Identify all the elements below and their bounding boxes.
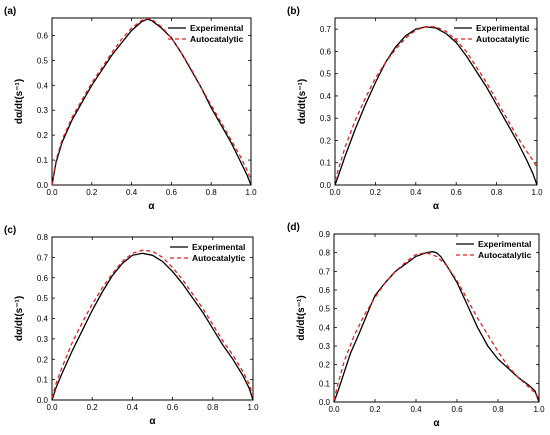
x-tick-label: 0.2 bbox=[86, 188, 98, 197]
legend-label: Experimental bbox=[192, 242, 245, 252]
x-tick-label: 1.0 bbox=[531, 188, 543, 197]
y-tick-label: 0.7 bbox=[37, 253, 49, 262]
plot-frame bbox=[334, 17, 538, 186]
x-axis-label: α bbox=[149, 416, 156, 427]
legend-label: Autocatalytic bbox=[192, 253, 246, 263]
x-tick-label: 0.6 bbox=[451, 188, 463, 197]
x-tick-label: 0.4 bbox=[410, 188, 422, 197]
x-tick-label: 0.8 bbox=[492, 405, 504, 414]
x-tick-label: 0.8 bbox=[207, 403, 219, 412]
legend-label: Experimental bbox=[190, 23, 243, 33]
x-tick-label: 1.0 bbox=[247, 403, 259, 412]
x-tick-label: 0.0 bbox=[46, 188, 58, 197]
panel-1: (a) 0.0 0.2 0.4 0.6 0.8 1.0 0.0 0.1 0.2 0.3 0.4 0.5 0… bbox=[4, 6, 257, 212]
legend-label: Experimental bbox=[476, 23, 529, 33]
x-tick-label: 0.8 bbox=[491, 188, 503, 197]
legend-label: Autocatalytic bbox=[190, 34, 244, 44]
y-tick-label: 0.1 bbox=[320, 159, 332, 168]
x-axis-label: α bbox=[148, 201, 155, 212]
panel-label: (c) bbox=[4, 225, 16, 236]
y-tick-label: 0.5 bbox=[320, 70, 332, 79]
y-tick-label: 0.0 bbox=[319, 398, 331, 407]
y-axis-label: dα/dt(s⁻¹) bbox=[297, 79, 308, 124]
y-tick-label: 0.0 bbox=[320, 181, 332, 190]
y-tick-label: 0.0 bbox=[37, 396, 49, 405]
y-tick-label: 0.7 bbox=[320, 25, 332, 34]
legend-label: Autocatalytic bbox=[476, 34, 530, 44]
x-tick-label: 1.0 bbox=[245, 188, 257, 197]
y-tick-label: 0.4 bbox=[320, 92, 332, 101]
series-line-autocatalytic bbox=[333, 252, 540, 401]
y-tick-label: 0.9 bbox=[319, 230, 331, 239]
y-tick-label: 0.6 bbox=[37, 31, 49, 40]
series-line-autocatalytic bbox=[51, 17, 252, 186]
x-tick-label: 1.0 bbox=[533, 405, 545, 414]
series-line-autocatalytic bbox=[51, 249, 254, 399]
y-tick-label: 0.5 bbox=[37, 294, 49, 303]
legend-label: Autocatalytic bbox=[478, 250, 532, 260]
x-tick-label: 0.4 bbox=[127, 403, 139, 412]
y-tick-label: 0.6 bbox=[37, 274, 49, 283]
y-tick-label: 0.5 bbox=[37, 56, 49, 65]
x-tick-label: 0.8 bbox=[206, 188, 218, 197]
y-tick-label: 0.4 bbox=[37, 81, 49, 90]
series-line-experimental bbox=[51, 252, 254, 401]
x-tick-label: 0.2 bbox=[87, 403, 99, 412]
y-tick-label: 0.6 bbox=[319, 286, 331, 295]
y-axis-label: dα/dt(s⁻¹) bbox=[14, 79, 25, 124]
panel-2: (b) 0.0 0.2 0.4 0.6 0.8 1.0 0.0 0.1 0.2 0.3 0.4 0.5 0… bbox=[287, 6, 543, 212]
plot-frame bbox=[333, 233, 540, 403]
panel-3: (c) 0.0 0.2 0.4 0.6 0.8 1.0 0.0 0.1 0.2 0.3 0.4 0.5 0… bbox=[4, 225, 259, 427]
y-tick-label: 0.3 bbox=[37, 335, 49, 344]
y-tick-label: 0.1 bbox=[319, 379, 331, 388]
x-tick-label: 0.2 bbox=[370, 188, 382, 197]
y-tick-label: 0.1 bbox=[37, 156, 49, 165]
x-tick-label: 0.2 bbox=[369, 405, 381, 414]
y-tick-label: 0.8 bbox=[319, 249, 331, 258]
y-tick-label: 0.1 bbox=[37, 376, 49, 385]
x-tick-label: 0.4 bbox=[126, 188, 138, 197]
x-tick-label: 0.6 bbox=[166, 188, 178, 197]
y-tick-label: 0.7 bbox=[319, 267, 331, 276]
series-line-experimental bbox=[334, 26, 538, 186]
series-line-experimental bbox=[51, 18, 252, 186]
y-axis-label: dα/dt(s⁻¹) bbox=[296, 295, 307, 340]
panel-4: (d) 0.0 0.2 0.4 0.6 0.8 1.0 0.0 0.1 0.2 0.3 0.4 0.5 0… bbox=[287, 222, 545, 429]
y-tick-label: 0.8 bbox=[37, 233, 49, 242]
y-tick-label: 0.3 bbox=[37, 106, 49, 115]
x-tick-label: 0.0 bbox=[328, 405, 340, 414]
y-tick-label: 0.2 bbox=[37, 355, 49, 364]
series-line-autocatalytic bbox=[334, 25, 538, 181]
x-axis-label: α bbox=[433, 201, 440, 212]
y-tick-label: 0.4 bbox=[319, 323, 331, 332]
legend-label: Experimental bbox=[478, 239, 531, 249]
y-tick-label: 0.2 bbox=[320, 136, 332, 145]
x-tick-label: 0.0 bbox=[46, 403, 58, 412]
y-tick-label: 0.3 bbox=[320, 114, 332, 123]
y-axis-label: dα/dt(s⁻¹) bbox=[14, 296, 25, 341]
x-tick-label: 0.6 bbox=[451, 405, 463, 414]
y-tick-label: 0.3 bbox=[319, 342, 331, 351]
y-tick-label: 0.2 bbox=[319, 361, 331, 370]
x-axis-label: α bbox=[433, 418, 440, 429]
y-tick-label: 0.0 bbox=[37, 181, 49, 190]
panel-label: (a) bbox=[4, 6, 16, 17]
y-tick-label: 0.6 bbox=[320, 47, 332, 56]
y-tick-label: 0.5 bbox=[319, 305, 331, 314]
plot-frame bbox=[51, 17, 252, 186]
panel-label: (b) bbox=[287, 6, 300, 17]
x-tick-label: 0.4 bbox=[410, 405, 422, 414]
y-tick-label: 0.2 bbox=[37, 131, 49, 140]
y-tick-label: 0.4 bbox=[37, 315, 49, 324]
series-line-experimental bbox=[333, 251, 540, 403]
x-tick-label: 0.0 bbox=[329, 188, 341, 197]
panel-label: (d) bbox=[287, 222, 300, 233]
x-tick-label: 0.6 bbox=[167, 403, 179, 412]
